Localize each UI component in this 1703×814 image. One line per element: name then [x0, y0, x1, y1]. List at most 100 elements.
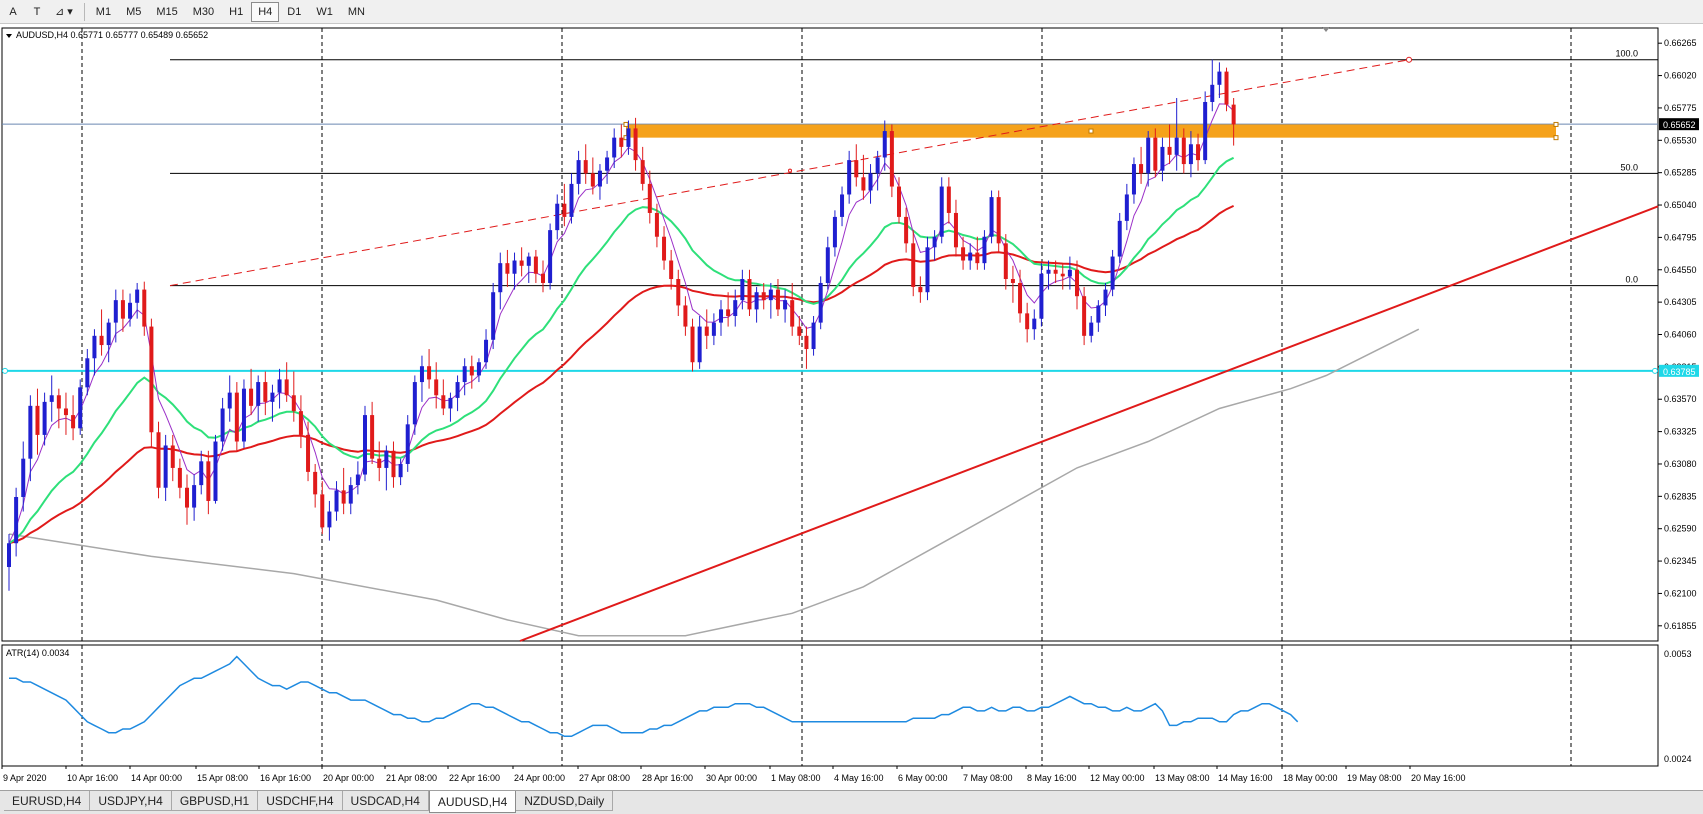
candle-body-bearish [676, 279, 681, 306]
candle-body-bullish [1217, 71, 1222, 85]
symbol-tab-usdjpy-h4[interactable]: USDJPY,H4 [90, 791, 172, 811]
candle-body-bullish [412, 382, 417, 425]
candle-body-bullish [448, 397, 453, 409]
candle-body-bullish [419, 366, 424, 383]
candle-body-bullish [597, 170, 602, 187]
candle-body-bullish [106, 322, 111, 346]
symbol-menu-triangle-icon[interactable] [6, 34, 12, 38]
candle-body-bullish [989, 197, 994, 237]
price-axis-label: 0.64060 [1664, 330, 1697, 340]
candle-body-bullish [484, 339, 489, 363]
fibonacci-level-label: 100.0 [1615, 49, 1638, 59]
timeframe-m15-button[interactable]: M15 [156, 5, 178, 18]
text-tool-button[interactable]: A [9, 5, 17, 18]
fibonacci-level-label: 50.0 [1620, 162, 1638, 172]
zone-resize-handle[interactable] [1088, 128, 1094, 134]
candle-body-bearish [640, 160, 645, 184]
text-label-tool-button[interactable]: T [33, 5, 41, 18]
price-axis-label: 0.62100 [1664, 588, 1697, 598]
price-chart[interactable]: 100.0 50.0 0.0 AUDUSD,H4 0.65771 0.65777 0.… [0, 24, 1703, 790]
symbol-tab-usdcad-h4[interactable]: USDCAD,H4 [342, 791, 429, 811]
symbol-tab-eurusd-h4[interactable]: EURUSD,H4 [4, 791, 91, 811]
candle-body-bearish [726, 309, 731, 317]
symbol-tab-nzdusd-daily[interactable]: NZDUSD,Daily [516, 791, 614, 811]
candle-body-bullish [220, 408, 225, 442]
timeframe-d1-button[interactable]: D1 [287, 5, 302, 18]
symbol-tab-gbpusd-h1[interactable]: GBPUSD,H1 [171, 791, 259, 811]
candle-body-bearish [1018, 282, 1023, 314]
candle-body-bearish [249, 388, 254, 406]
time-axis-label: 1 May 08:00 [771, 773, 821, 783]
candle-body-bullish [1210, 84, 1215, 102]
timeframe-h1-button[interactable]: H1 [229, 5, 244, 18]
candle-body-bullish [612, 137, 617, 158]
candle-body-bullish [711, 322, 716, 336]
candle-body-bearish [1082, 296, 1087, 336]
candle-body-bullish [1096, 305, 1101, 323]
candle-body-bullish [355, 474, 360, 486]
current-price-tag-label: 0.65652 [1663, 120, 1696, 130]
candle-body-bearish [590, 173, 595, 187]
candle-body-bullish [1046, 269, 1051, 274]
fibonacci-anchor-line[interactable] [169, 59, 1410, 287]
zone-resize-handle[interactable] [623, 121, 629, 127]
timeframe-group: M1 M5 M15 M30 H1 H4 D1 W1 MN [89, 1, 373, 22]
candle-body-bearish [889, 131, 894, 187]
candle-body-bearish [854, 160, 859, 178]
candle-body-bullish [1131, 164, 1136, 195]
candle-body-bullish [526, 256, 531, 266]
candle-body-bearish [56, 395, 61, 409]
timeframe-w1-button[interactable]: W1 [316, 5, 333, 18]
time-axis-label: 4 May 16:00 [834, 773, 884, 783]
candle-body-bearish [619, 137, 624, 147]
timeframe-m30-button[interactable]: M30 [192, 5, 215, 18]
candle-body-bullish [740, 279, 745, 301]
candle-body-bearish [263, 382, 268, 402]
price-axis-label: 0.61855 [1664, 621, 1697, 631]
moving-average-200-line [8, 328, 1420, 637]
time-axis-label: 20 Apr 00:00 [323, 773, 374, 783]
fibonacci-anchor-handle[interactable] [1406, 56, 1412, 63]
candle-body-bullish [982, 236, 987, 264]
chart-area[interactable]: 100.0 50.0 0.0 AUDUSD,H4 0.65771 0.65777 0.… [0, 24, 1703, 790]
price-axis-label: 0.65285 [1664, 168, 1697, 178]
timeframe-mn-button[interactable]: MN [347, 5, 365, 18]
timeframe-m5-button[interactable]: M5 [126, 5, 142, 18]
atr-indicator-header: ATR(14) 0.0034 [6, 648, 69, 658]
candle-body-bullish [491, 292, 496, 340]
support-line-handle[interactable] [1652, 367, 1658, 374]
candle-body-bullish [92, 335, 97, 359]
time-axis-label: 22 Apr 16:00 [449, 773, 500, 783]
candle-body-bearish [505, 263, 510, 274]
candle-body-bearish [690, 326, 695, 363]
candle-body-bearish [469, 366, 474, 376]
candle-body-bearish [185, 487, 189, 508]
candle-body-bullish [1067, 269, 1072, 277]
candle-body-bearish [797, 326, 802, 336]
candle-body-bearish [142, 289, 147, 327]
zone-resize-handle[interactable] [1553, 121, 1559, 127]
candle-body-bullish [569, 183, 574, 217]
candle-body-bearish [946, 186, 951, 213]
candle-body-bearish [1010, 279, 1015, 283]
shapes-dropdown-button[interactable]: ⊿ ▾ [55, 6, 73, 18]
candle-body-bullish [348, 485, 353, 504]
atr-axis-label: 0.0053 [1664, 649, 1692, 659]
candle-body-bearish [1153, 137, 1158, 171]
time-axis-label: 27 Apr 08:00 [579, 773, 630, 783]
candle-body-bullish [719, 309, 723, 323]
timeframe-m1-button[interactable]: M1 [95, 5, 112, 18]
zone-resize-handle[interactable] [1553, 135, 1559, 141]
candle-body-bullish [1160, 146, 1165, 171]
symbol-tab-audusd-h4[interactable]: AUDUSD,H4 [428, 791, 517, 813]
symbol-tab-usdchf-h4[interactable]: USDCHF,H4 [258, 791, 343, 811]
candle-body-bearish [313, 471, 318, 495]
candle-body-bearish [533, 256, 538, 274]
timeframe-h4-button[interactable]: H4 [251, 1, 280, 22]
chart-shift-marker-icon[interactable] [1322, 27, 1330, 32]
candle-body-bullish [925, 247, 930, 293]
ascending-trend-line[interactable] [519, 205, 1659, 642]
time-axis-label: 20 May 16:00 [1411, 773, 1466, 783]
support-line-handle[interactable] [2, 367, 8, 374]
fibonacci-anchor-handle[interactable] [788, 168, 792, 173]
